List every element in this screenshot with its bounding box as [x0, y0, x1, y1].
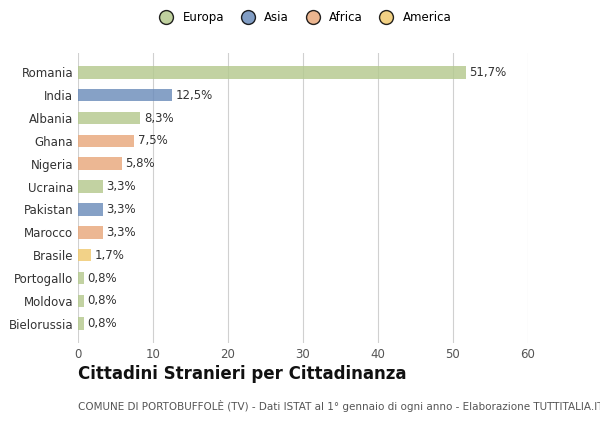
Text: 51,7%: 51,7% — [470, 66, 507, 79]
Text: 0,8%: 0,8% — [88, 271, 118, 285]
Text: 1,7%: 1,7% — [95, 249, 124, 262]
Text: 3,3%: 3,3% — [107, 180, 136, 193]
Bar — [78, 66, 466, 79]
Bar — [78, 89, 172, 102]
Text: 3,3%: 3,3% — [107, 226, 136, 239]
Bar — [78, 180, 103, 193]
Text: 3,3%: 3,3% — [107, 203, 136, 216]
Text: 5,8%: 5,8% — [125, 157, 155, 170]
Bar — [78, 158, 121, 170]
Bar — [78, 226, 103, 238]
Text: COMUNE DI PORTOBUFFOLÈ (TV) - Dati ISTAT al 1° gennaio di ogni anno - Elaborazio: COMUNE DI PORTOBUFFOLÈ (TV) - Dati ISTAT… — [78, 400, 600, 412]
Bar — [78, 272, 84, 284]
Text: Cittadini Stranieri per Cittadinanza: Cittadini Stranieri per Cittadinanza — [78, 365, 407, 383]
Bar — [78, 317, 84, 330]
Text: 12,5%: 12,5% — [176, 88, 213, 102]
Bar — [78, 294, 84, 307]
Text: 8,3%: 8,3% — [144, 111, 173, 125]
Bar — [78, 203, 103, 216]
Bar — [78, 112, 140, 124]
Bar — [78, 249, 91, 261]
Text: 0,8%: 0,8% — [88, 294, 118, 308]
Legend: Europa, Asia, Africa, America: Europa, Asia, Africa, America — [149, 7, 457, 29]
Text: 0,8%: 0,8% — [88, 317, 118, 330]
Bar — [78, 135, 134, 147]
Text: 7,5%: 7,5% — [138, 134, 168, 147]
